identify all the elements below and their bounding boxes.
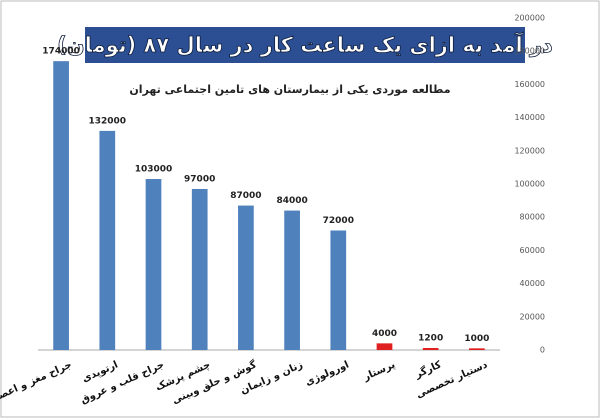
y-tick-label: 160000 bbox=[514, 80, 545, 89]
y-tick-label: 20000 bbox=[520, 312, 545, 321]
bar bbox=[284, 210, 300, 350]
bar bbox=[422, 348, 439, 350]
bar bbox=[469, 348, 485, 350]
bar bbox=[191, 188, 208, 350]
x-tick-label: اورولوژی bbox=[304, 359, 351, 388]
value-label: 97000 bbox=[184, 174, 215, 184]
y-tick-label: 100000 bbox=[514, 180, 545, 189]
value-label: 174000 bbox=[42, 47, 80, 57]
y-tick-label: 60000 bbox=[520, 246, 545, 255]
chart-subtitle: مطالعه موردی یکی از بیمارستان های تامین … bbox=[129, 83, 450, 96]
value-label: 4000 bbox=[372, 329, 397, 339]
value-label: 132000 bbox=[89, 116, 127, 126]
bar bbox=[53, 61, 69, 350]
value-label: 1000 bbox=[464, 334, 489, 344]
y-tick-label: 140000 bbox=[514, 113, 545, 122]
value-label: 72000 bbox=[323, 216, 354, 226]
chart-title: در آمد به ازای یک ساعت کار در سال ۸۷ (تو… bbox=[57, 32, 553, 57]
bar bbox=[376, 343, 393, 350]
x-tick-label: کارگر bbox=[412, 358, 443, 381]
x-tick-label: جراح مغز و اعصاب bbox=[0, 359, 74, 407]
bar bbox=[330, 230, 347, 350]
x-tick-label: پرستار bbox=[361, 359, 397, 383]
y-tick-label: 120000 bbox=[514, 146, 545, 155]
value-label: 103000 bbox=[135, 165, 173, 175]
bar bbox=[145, 179, 162, 350]
value-label: 84000 bbox=[276, 196, 307, 206]
value-label: 1200 bbox=[418, 334, 443, 344]
title-banner bbox=[85, 27, 525, 63]
bar bbox=[99, 130, 116, 350]
y-tick-label: 0 bbox=[540, 346, 545, 355]
bar bbox=[238, 205, 254, 350]
y-tick-label: 80000 bbox=[520, 213, 545, 222]
y-tick-label: 40000 bbox=[520, 279, 545, 288]
y-tick-label: 180000 bbox=[514, 47, 545, 56]
y-tick-label: 200000 bbox=[514, 14, 545, 23]
value-label: 87000 bbox=[230, 191, 261, 201]
